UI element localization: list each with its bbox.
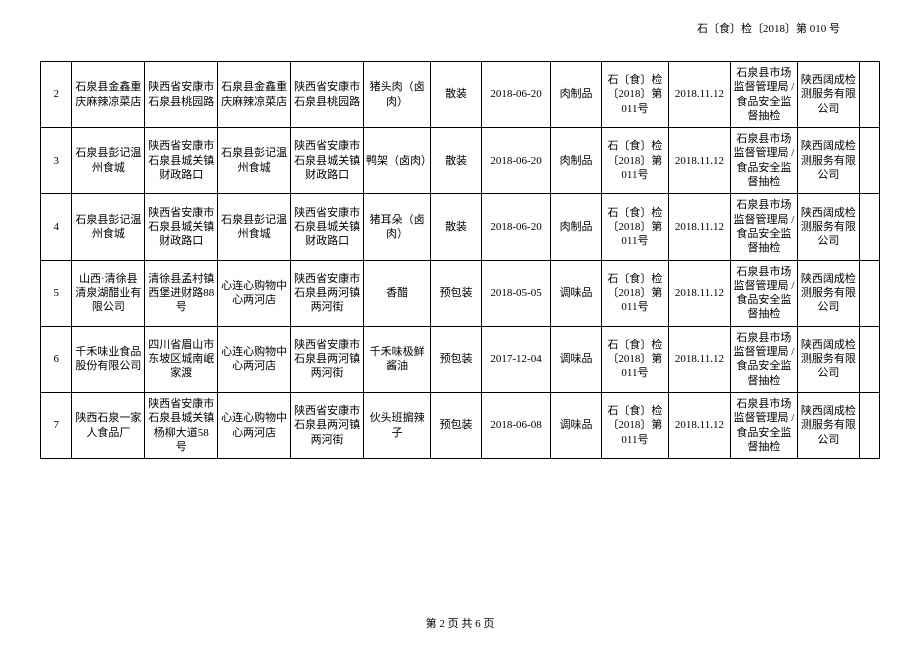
table-row: 3石泉县彭记温州食城陕西省安康市石泉县城关镇财政路口石泉县彭记温州食城陕西省安康…	[41, 128, 880, 194]
inspect-date: 2018.11.12	[669, 194, 731, 260]
remark	[859, 62, 879, 128]
seller-name: 石泉县彭记温州食城	[218, 128, 291, 194]
category: 肉制品	[551, 194, 601, 260]
row-index: 2	[41, 62, 72, 128]
doc-number: 石〔食〕检〔2018〕第 011号	[601, 260, 668, 326]
entity-name: 千禾味业食品股份有限公司	[72, 326, 145, 392]
category: 肉制品	[551, 128, 601, 194]
seller-address: 陕西省安康市石泉县两河镇两河街	[291, 260, 364, 326]
remark	[859, 392, 879, 458]
entity-name: 山西·清徐县清泉湖醋业有限公司	[72, 260, 145, 326]
production-date: 2018-06-20	[481, 128, 551, 194]
seller-address: 陕西省安康市石泉县桃园路	[291, 62, 364, 128]
test-company: 陕西阔成检测服务有限公司	[798, 326, 860, 392]
remark	[859, 128, 879, 194]
organization: 石泉县市场监督管理局 / 食品安全监督抽检	[730, 260, 797, 326]
product-name: 鸭架（卤肉）	[364, 128, 431, 194]
seller-name: 石泉县金鑫重庆麻辣凉菜店	[218, 62, 291, 128]
row-index: 7	[41, 392, 72, 458]
package-type: 预包装	[431, 326, 481, 392]
doc-reference: 石〔食〕检〔2018〕第 010 号	[697, 23, 840, 35]
inspection-table: 2石泉县金鑫重庆麻辣凉菜店陕西省安康市石泉县桃园路石泉县金鑫重庆麻辣凉菜店陕西省…	[40, 61, 880, 459]
remark	[859, 194, 879, 260]
package-type: 预包装	[431, 392, 481, 458]
organization: 石泉县市场监督管理局 / 食品安全监督抽检	[730, 62, 797, 128]
entity-address: 清徐县孟村镇西堡进财路88号	[145, 260, 218, 326]
entity-name: 石泉县彭记温州食城	[72, 194, 145, 260]
product-name: 千禾味极鲜酱油	[364, 326, 431, 392]
table-row: 4石泉县彭记温州食城陕西省安康市石泉县城关镇财政路口石泉县彭记温州食城陕西省安康…	[41, 194, 880, 260]
product-name: 香醋	[364, 260, 431, 326]
package-type: 散装	[431, 128, 481, 194]
seller-address: 陕西省安康市石泉县城关镇财政路口	[291, 194, 364, 260]
organization: 石泉县市场监督管理局 / 食品安全监督抽检	[730, 194, 797, 260]
seller-name: 石泉县彭记温州食城	[218, 194, 291, 260]
organization: 石泉县市场监督管理局 / 食品安全监督抽检	[730, 326, 797, 392]
product-name: 伙头班掮辣子	[364, 392, 431, 458]
seller-address: 陕西省安康市石泉县两河镇两河街	[291, 326, 364, 392]
production-date: 2017-12-04	[481, 326, 551, 392]
test-company: 陕西阔成检测服务有限公司	[798, 194, 860, 260]
seller-name: 心连心购物中心两河店	[218, 326, 291, 392]
entity-address: 陕西省安康市石泉县桃园路	[145, 62, 218, 128]
doc-number: 石〔食〕检〔2018〕第 011号	[601, 326, 668, 392]
doc-header: 石〔食〕检〔2018〕第 010 号	[40, 20, 880, 36]
entity-address: 陕西省安康市石泉县城关镇财政路口	[145, 194, 218, 260]
test-company: 陕西阔成检测服务有限公司	[798, 392, 860, 458]
doc-number: 石〔食〕检〔2018〕第 011号	[601, 62, 668, 128]
entity-address: 陕西省安康市石泉县城关镇杨柳大道58 号	[145, 392, 218, 458]
page-footer: 第 2 页 共 6 页	[0, 615, 920, 631]
seller-address: 陕西省安康市石泉县城关镇财政路口	[291, 128, 364, 194]
test-company: 陕西阔成检测服务有限公司	[798, 128, 860, 194]
package-type: 散装	[431, 194, 481, 260]
remark	[859, 326, 879, 392]
doc-number: 石〔食〕检〔2018〕第 011号	[601, 128, 668, 194]
product-name: 猪耳朵（卤肉）	[364, 194, 431, 260]
inspect-date: 2018.11.12	[669, 326, 731, 392]
category: 调味品	[551, 392, 601, 458]
row-index: 4	[41, 194, 72, 260]
entity-name: 石泉县彭记温州食城	[72, 128, 145, 194]
category: 调味品	[551, 326, 601, 392]
category: 调味品	[551, 260, 601, 326]
table-row: 7陕西石泉一家人食品厂陕西省安康市石泉县城关镇杨柳大道58 号心连心购物中心两河…	[41, 392, 880, 458]
seller-address: 陕西省安康市石泉县两河镇两河街	[291, 392, 364, 458]
row-index: 5	[41, 260, 72, 326]
table-row: 2石泉县金鑫重庆麻辣凉菜店陕西省安康市石泉县桃园路石泉县金鑫重庆麻辣凉菜店陕西省…	[41, 62, 880, 128]
row-index: 3	[41, 128, 72, 194]
production-date: 2018-06-20	[481, 194, 551, 260]
doc-number: 石〔食〕检〔2018〕第 011号	[601, 194, 668, 260]
entity-name: 石泉县金鑫重庆麻辣凉菜店	[72, 62, 145, 128]
entity-address: 四川省眉山市东坡区城南岷家渡	[145, 326, 218, 392]
table-row: 5山西·清徐县清泉湖醋业有限公司清徐县孟村镇西堡进财路88号心连心购物中心两河店…	[41, 260, 880, 326]
production-date: 2018-06-20	[481, 62, 551, 128]
organization: 石泉县市场监督管理局 / 食品安全监督抽检	[730, 128, 797, 194]
production-date: 2018-06-08	[481, 392, 551, 458]
entity-address: 陕西省安康市石泉县城关镇财政路口	[145, 128, 218, 194]
entity-name: 陕西石泉一家人食品厂	[72, 392, 145, 458]
doc-number: 石〔食〕检〔2018〕第 011号	[601, 392, 668, 458]
inspect-date: 2018.11.12	[669, 392, 731, 458]
test-company: 陕西阔成检测服务有限公司	[798, 260, 860, 326]
inspect-date: 2018.11.12	[669, 260, 731, 326]
category: 肉制品	[551, 62, 601, 128]
inspect-date: 2018.11.12	[669, 128, 731, 194]
remark	[859, 260, 879, 326]
test-company: 陕西阔成检测服务有限公司	[798, 62, 860, 128]
product-name: 猪头肉（卤肉）	[364, 62, 431, 128]
package-type: 散装	[431, 62, 481, 128]
page-number: 第 2 页 共 6 页	[426, 618, 495, 630]
package-type: 预包装	[431, 260, 481, 326]
row-index: 6	[41, 326, 72, 392]
seller-name: 心连心购物中心两河店	[218, 392, 291, 458]
seller-name: 心连心购物中心两河店	[218, 260, 291, 326]
table-row: 6千禾味业食品股份有限公司四川省眉山市东坡区城南岷家渡心连心购物中心两河店陕西省…	[41, 326, 880, 392]
inspect-date: 2018.11.12	[669, 62, 731, 128]
production-date: 2018-05-05	[481, 260, 551, 326]
organization: 石泉县市场监督管理局 / 食品安全监督抽检	[730, 392, 797, 458]
